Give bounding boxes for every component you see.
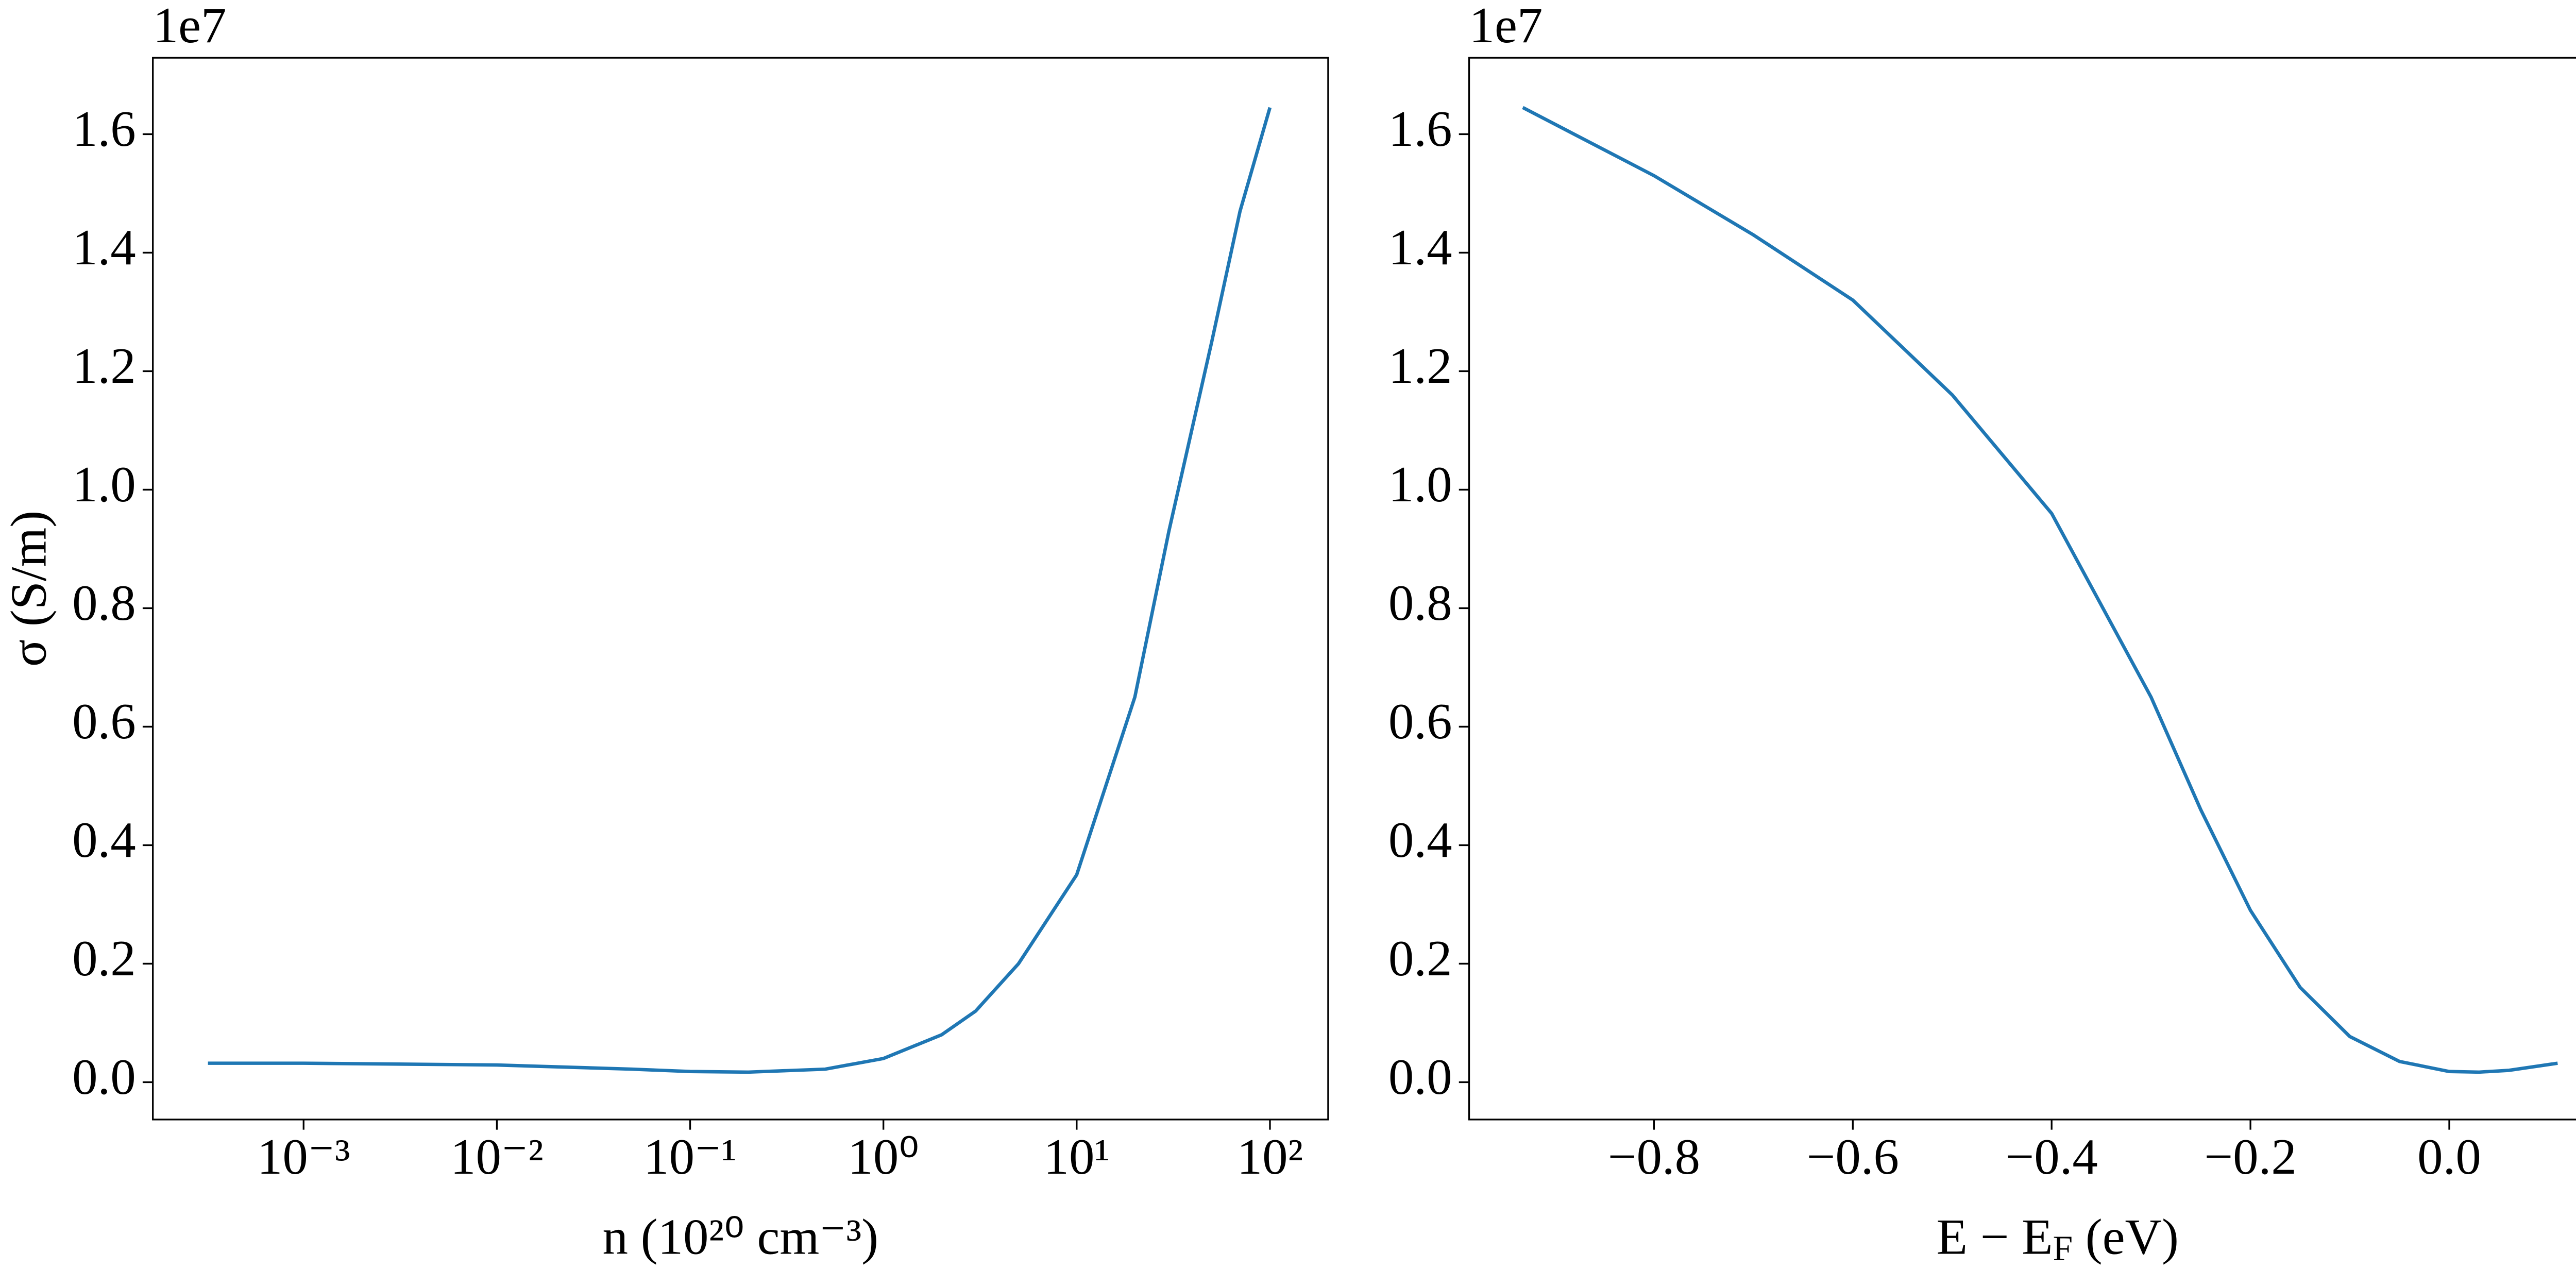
x-axis-label: n (10²⁰ cm⁻³) xyxy=(603,1209,879,1265)
y-tick-label: 0.6 xyxy=(1388,693,1452,750)
y-tick-label: 0.2 xyxy=(72,930,136,987)
x-axis-label-part: E − E xyxy=(1937,1209,2053,1265)
y-tick-label: 1.4 xyxy=(1388,219,1452,276)
y-tick-label: 1.2 xyxy=(72,338,136,394)
y-tick-label: 1.6 xyxy=(72,101,136,157)
x-tick-label: −0.8 xyxy=(1608,1129,1700,1185)
x-axis-label: E − EF (eV) xyxy=(1937,1209,2179,1268)
offset-text: 1e7 xyxy=(153,0,227,54)
x-tick-label: −0.6 xyxy=(1807,1129,1899,1185)
y-tick-label: 0.0 xyxy=(72,1049,136,1105)
x-axis-label-part: (eV) xyxy=(2073,1209,2179,1265)
data-line xyxy=(208,107,1272,1074)
y-tick-label: 0.0 xyxy=(1388,1049,1452,1105)
offset-text: 1e7 xyxy=(1469,0,1543,54)
x-axis-label-part: F xyxy=(2053,1228,2073,1268)
y-tick-label: 0.8 xyxy=(72,575,136,631)
y-tick-label: 0.6 xyxy=(72,693,136,750)
x-tick-label: 0.0 xyxy=(2417,1129,2481,1185)
plot-frame xyxy=(152,57,1329,1121)
y-tick-label: 1.2 xyxy=(1388,338,1452,394)
x-tick-label: 10⁰ xyxy=(848,1129,919,1185)
x-tick-label: 10⁻² xyxy=(450,1129,544,1185)
x-tick-label: 10¹ xyxy=(1044,1129,1110,1185)
y-tick-label: 0.4 xyxy=(1388,812,1452,868)
plot-frame xyxy=(1468,57,2576,1121)
data-line xyxy=(1522,106,2558,1074)
x-tick-label: −0.2 xyxy=(2204,1129,2296,1185)
x-tick-label: −0.4 xyxy=(2006,1129,2098,1185)
y-tick-label: 0.8 xyxy=(1388,575,1452,631)
x-tick-label: 10² xyxy=(1237,1129,1303,1185)
y-tick-label: 1.4 xyxy=(72,219,136,276)
x-tick-label: 10⁻³ xyxy=(257,1129,350,1185)
x-tick-label: 10⁻¹ xyxy=(643,1129,737,1185)
y-axis-label: σ (S/m) xyxy=(1,511,57,667)
x-axis-label-part: n (10²⁰ cm⁻³) xyxy=(603,1209,879,1265)
y-tick-label: 0.4 xyxy=(72,812,136,868)
y-tick-label: 1.0 xyxy=(1388,456,1452,513)
y-tick-label: 0.2 xyxy=(1388,930,1452,987)
y-tick-label: 1.0 xyxy=(72,456,136,513)
y-tick-label: 1.6 xyxy=(1388,101,1452,157)
